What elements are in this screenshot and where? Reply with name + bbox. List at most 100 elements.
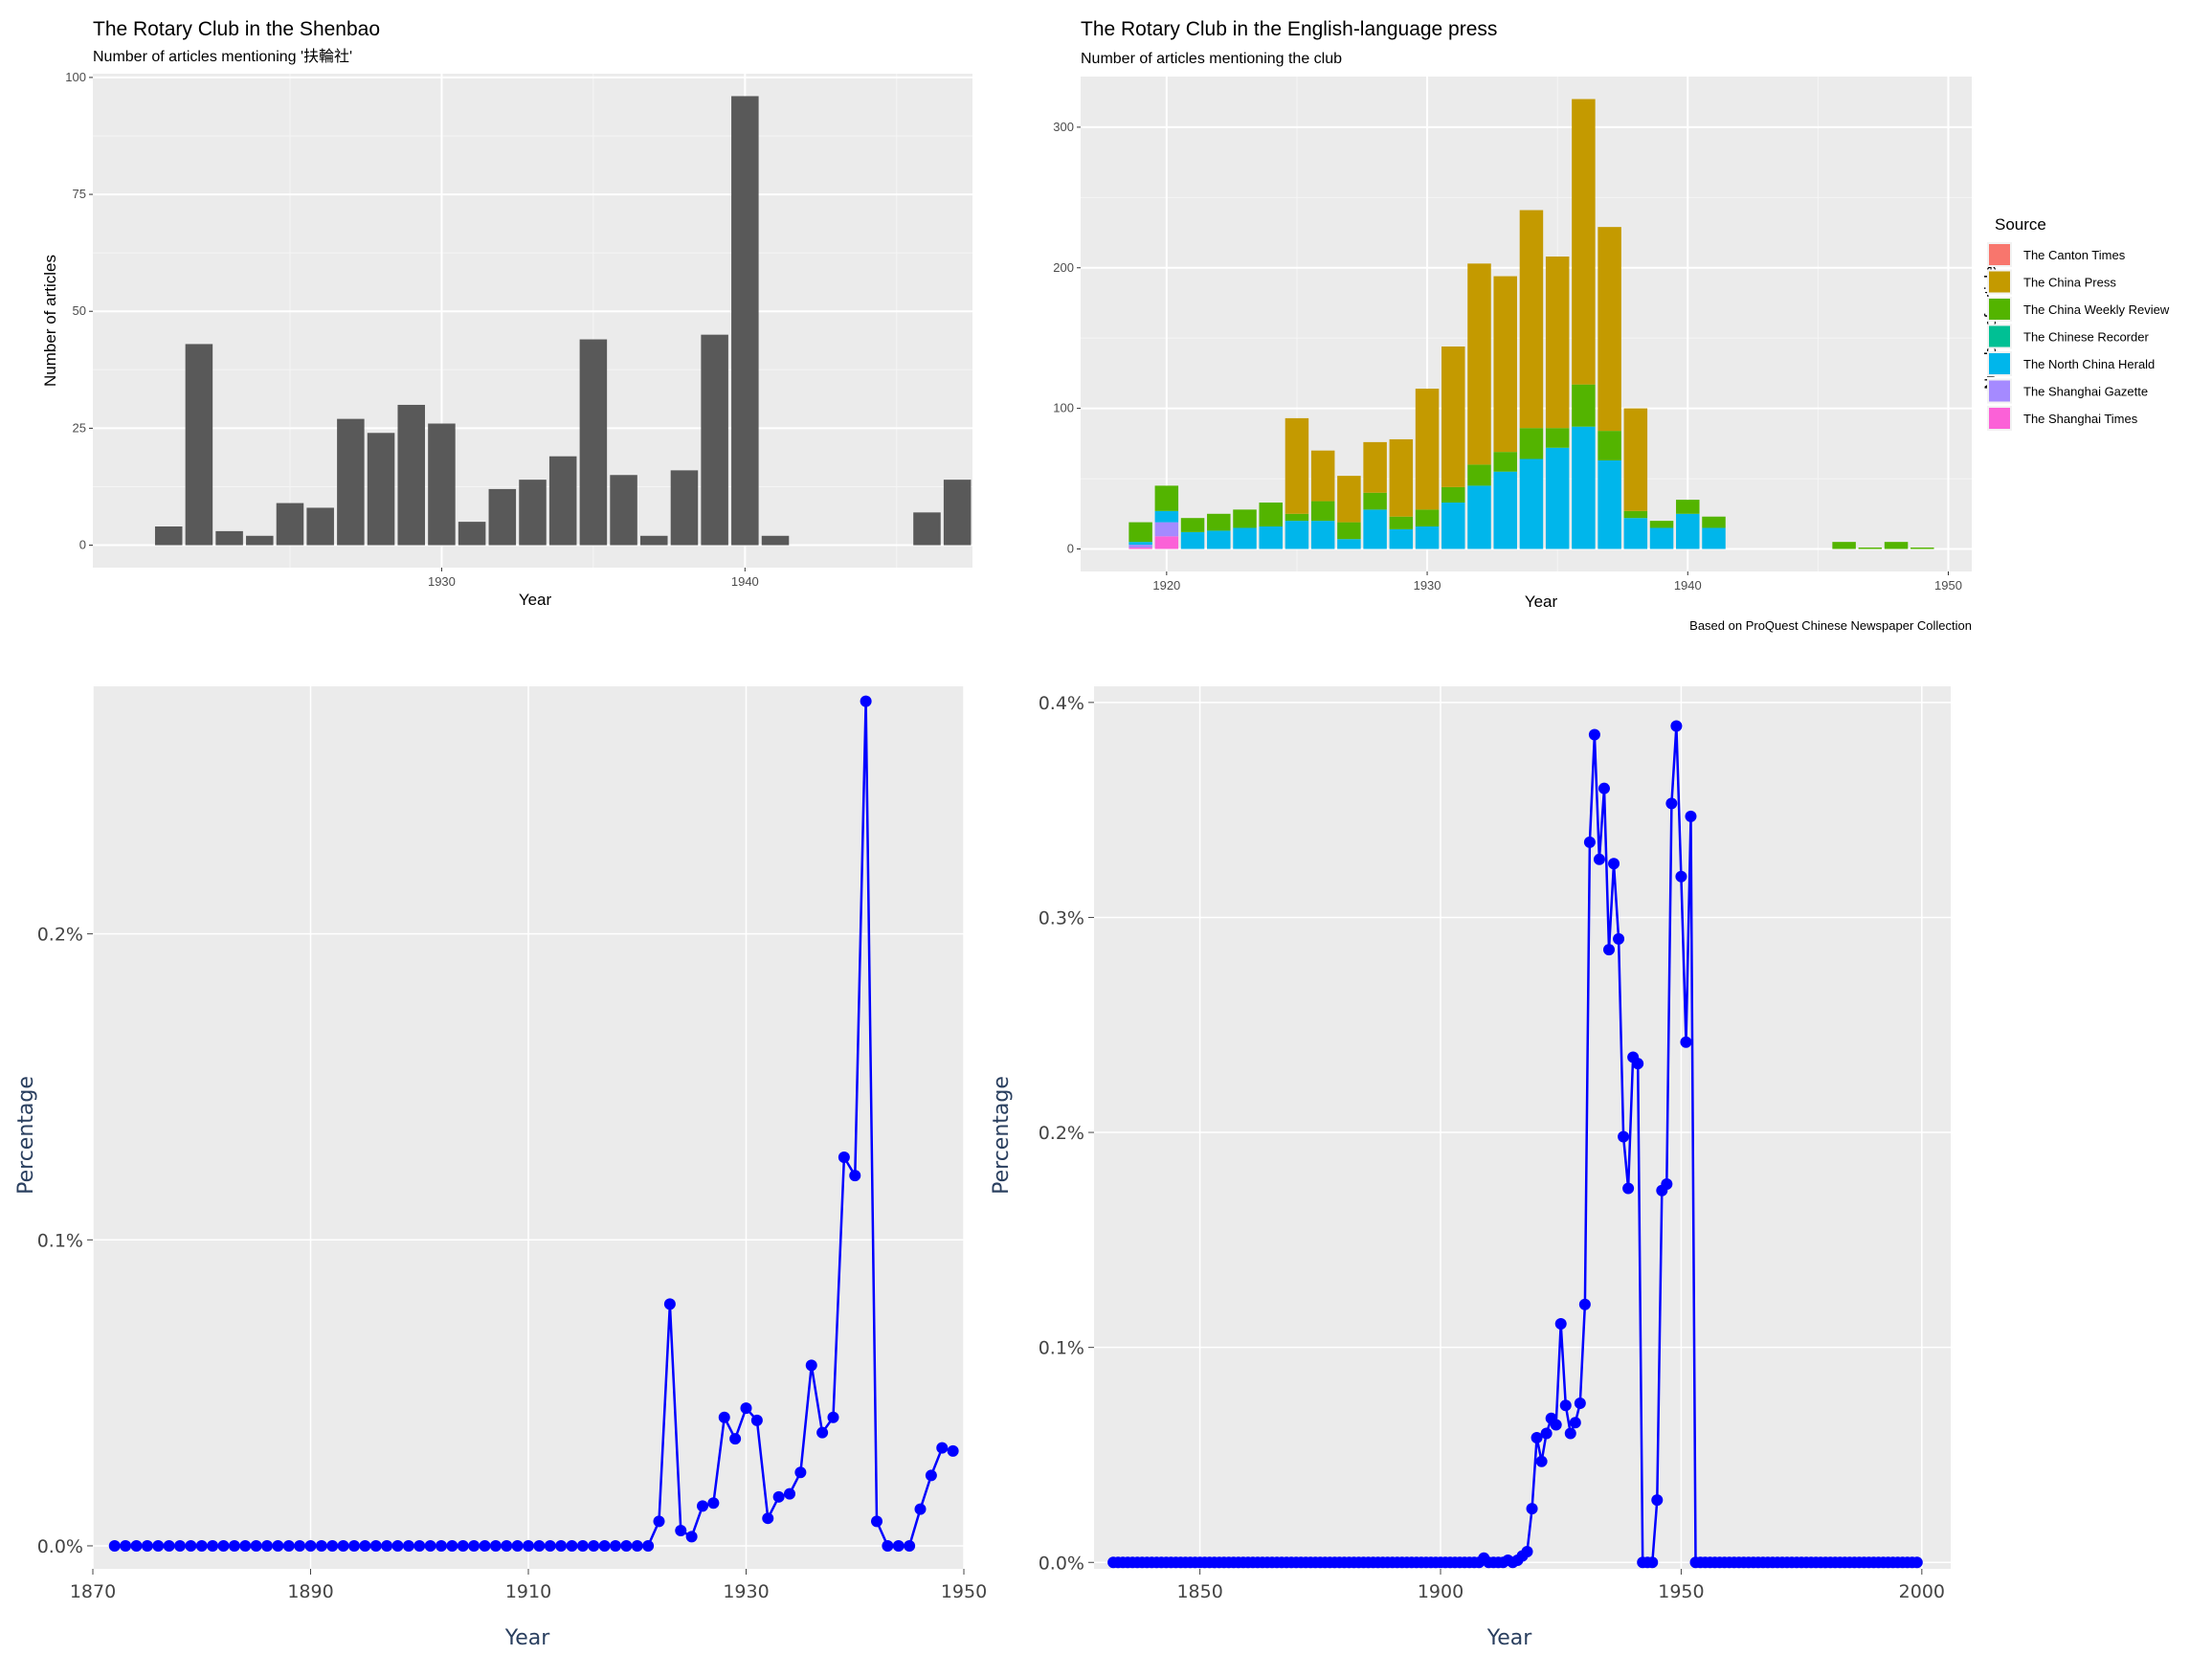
bar-segment xyxy=(1623,408,1648,511)
legend-label: The China Weekly Review xyxy=(2023,302,2170,317)
bar-segment xyxy=(1493,452,1517,472)
x-tick-label: 1950 xyxy=(1658,1581,1704,1602)
x-tick-label: 1900 xyxy=(1418,1581,1463,1602)
legend-swatch xyxy=(1989,380,2010,402)
data-point xyxy=(359,1539,371,1552)
data-point xyxy=(642,1539,655,1552)
bar-segment xyxy=(1545,428,1570,448)
data-point xyxy=(598,1539,611,1552)
bar-segment xyxy=(1545,257,1570,429)
x-tick-label: 2000 xyxy=(1899,1581,1945,1602)
y-tick-label: 75 xyxy=(73,187,86,201)
data-point xyxy=(718,1411,730,1423)
data-point xyxy=(925,1469,937,1482)
english-percentage-chart-svg: Year Percentage 0.0% 0.1% 0.2% 0.3% 0.4% 1850… xyxy=(990,686,1951,1650)
bar xyxy=(670,470,699,546)
x-tick-label: 1890 xyxy=(287,1581,333,1602)
x-axis-label: Year xyxy=(1486,1626,1533,1650)
bar-segment xyxy=(1180,518,1205,532)
data-point xyxy=(174,1539,186,1552)
bar-segment xyxy=(1389,528,1414,549)
data-point xyxy=(805,1359,817,1372)
plot-background xyxy=(1094,686,1951,1569)
english-press-stacked-bar-chart: The Rotary Club in the English-language … xyxy=(1015,0,2212,641)
data-point xyxy=(882,1539,894,1552)
bar-segment xyxy=(1310,501,1335,522)
data-point xyxy=(1618,1130,1630,1143)
bar-segment xyxy=(1545,447,1570,549)
chart-subtitle: Number of articles mentioning '扶輪社' xyxy=(93,48,352,65)
data-point xyxy=(576,1539,589,1552)
bar-segment xyxy=(1415,389,1440,510)
bar-segment xyxy=(1623,510,1648,519)
data-point xyxy=(1622,1182,1635,1195)
bar-segment xyxy=(1389,438,1414,517)
bar-segment xyxy=(1415,526,1440,549)
bar xyxy=(428,423,456,546)
data-point xyxy=(1685,810,1697,822)
x-axis-label: Year xyxy=(504,1626,551,1650)
bar-segment xyxy=(1128,545,1152,548)
data-point xyxy=(1564,1427,1576,1440)
data-point xyxy=(436,1539,447,1552)
data-point xyxy=(1574,1398,1586,1410)
shenbao-percentage-chart-svg: Year Percentage 0.0% 0.1% 0.2% 1870 1890 1910… xyxy=(14,686,986,1650)
bar-segment xyxy=(1337,539,1361,549)
x-tick-label: 1930 xyxy=(1414,578,1441,593)
bar xyxy=(943,480,972,546)
x-tick-label: 1920 xyxy=(1152,578,1180,593)
legend-label: The Shanghai Times xyxy=(2023,412,2138,426)
bar xyxy=(548,456,577,546)
data-point xyxy=(620,1539,633,1552)
data-point xyxy=(1675,870,1687,883)
data-point xyxy=(827,1411,839,1423)
bar-segment xyxy=(1259,526,1283,549)
data-point xyxy=(1559,1399,1572,1412)
legend-label: The Canton Times xyxy=(2023,248,2126,262)
data-point xyxy=(1680,1036,1692,1048)
data-point xyxy=(261,1539,273,1552)
data-point xyxy=(381,1539,393,1552)
bar-segment xyxy=(1285,513,1309,522)
data-point xyxy=(152,1539,165,1552)
bar-segment xyxy=(1598,431,1621,460)
data-point xyxy=(207,1539,219,1552)
legend-swatch xyxy=(1989,271,2010,293)
y-axis-label: Percentage xyxy=(990,1076,1014,1195)
data-point xyxy=(315,1539,327,1552)
chart-caption: Based on ProQuest Chinese Newspaper Coll… xyxy=(1689,618,1972,633)
bar-segment xyxy=(1676,500,1700,514)
english-percentage-line-chart: Year Percentage 0.0% 0.1% 0.2% 0.3% 0.4% 1850… xyxy=(986,660,1981,1655)
legend-swatch xyxy=(1989,353,2010,374)
data-point xyxy=(294,1539,306,1552)
y-axis-label: Percentage xyxy=(14,1076,38,1195)
data-point xyxy=(217,1539,230,1552)
data-point xyxy=(479,1539,491,1552)
bar-segment xyxy=(1259,503,1283,526)
data-point xyxy=(816,1426,829,1439)
bar-segment xyxy=(1572,384,1596,427)
data-point xyxy=(838,1151,850,1163)
data-point xyxy=(1910,1556,1923,1569)
bar-segment xyxy=(1598,227,1621,432)
bar xyxy=(154,526,183,546)
data-point xyxy=(784,1487,795,1500)
x-tick-label: 1930 xyxy=(723,1581,769,1602)
bar-segment xyxy=(1884,542,1909,549)
bar-segment xyxy=(1337,476,1361,523)
data-point xyxy=(1550,1419,1562,1431)
bar-segment xyxy=(1363,441,1387,493)
data-point xyxy=(1603,944,1616,956)
chart-title: The Rotary Club in the English-language … xyxy=(1081,18,1497,40)
data-point xyxy=(130,1539,143,1552)
y-tick-label: 0.0% xyxy=(1039,1553,1084,1574)
x-tick-label: 1870 xyxy=(70,1581,116,1602)
bar-segment xyxy=(1519,428,1544,459)
data-point xyxy=(871,1515,883,1528)
x-tick-label: 1940 xyxy=(1674,578,1702,593)
english-press-chart-svg: The Rotary Club in the English-language … xyxy=(1053,18,2170,633)
x-tick-label: 1910 xyxy=(505,1581,551,1602)
data-point xyxy=(663,1298,676,1310)
data-point xyxy=(936,1442,949,1454)
data-point xyxy=(1535,1455,1548,1467)
